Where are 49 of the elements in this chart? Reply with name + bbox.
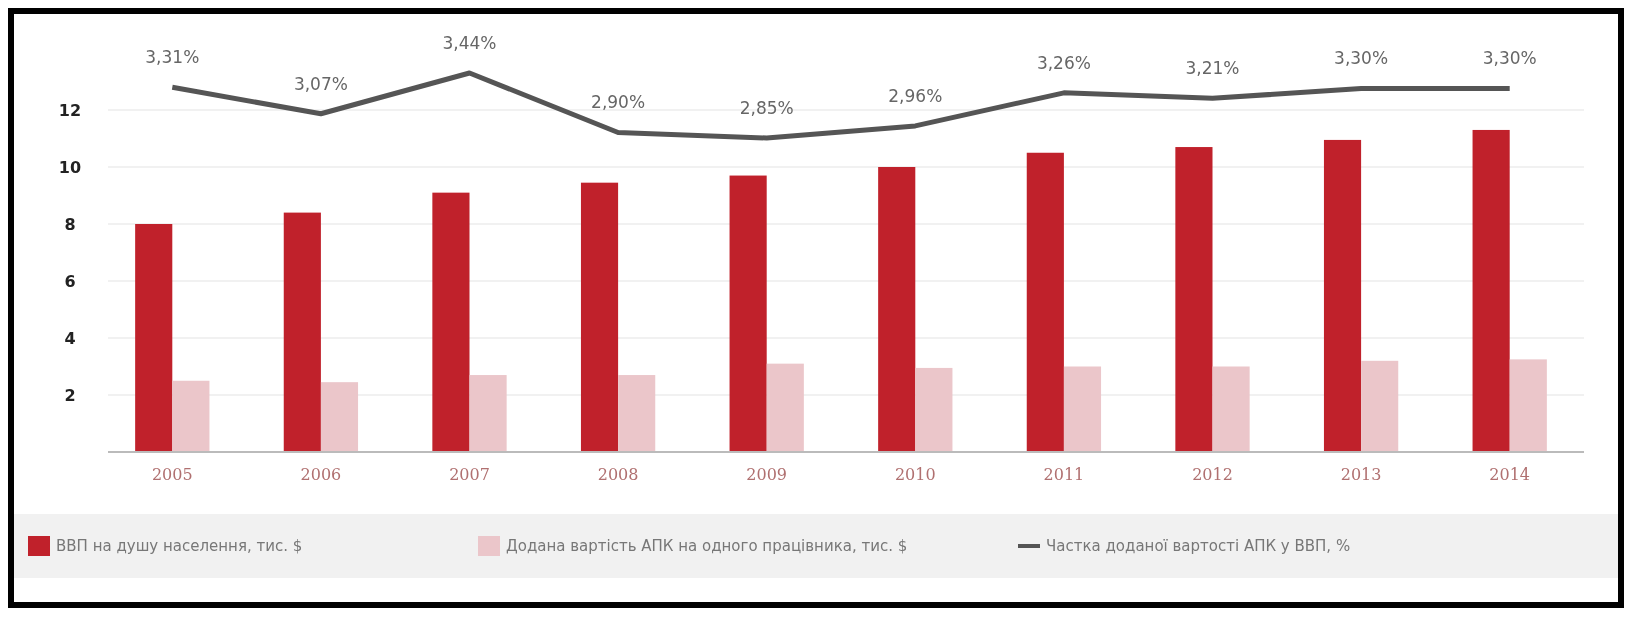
data-label: 3,30% [1334, 48, 1389, 69]
bar [1509, 359, 1547, 452]
bar [1323, 139, 1362, 452]
bar [915, 367, 953, 452]
bar [172, 380, 210, 452]
y-tick-label: 4 [64, 328, 76, 348]
bar [432, 192, 470, 452]
bar [618, 375, 656, 452]
x-tick-label: 2014 [1489, 465, 1531, 484]
y-tick-label: 2 [64, 385, 76, 405]
legend-label: Додана вартість АПК на одного працівника, тис. $ [506, 537, 908, 556]
data-label: 3,21% [1185, 58, 1240, 79]
x-tick-label: 2012 [1192, 465, 1233, 484]
y-tick-label: 12 [58, 100, 82, 120]
data-label: 3,26% [1036, 52, 1091, 73]
bar [135, 224, 173, 452]
x-tick-label: 2011 [1043, 465, 1085, 484]
bar [1212, 366, 1250, 452]
bar [320, 382, 359, 452]
y-tick-label: 10 [58, 157, 82, 177]
legend-label: ВВП на душу населення, тис. $ [56, 537, 303, 556]
bar [878, 167, 916, 452]
x-tick-label: 2010 [894, 465, 936, 484]
data-label: 3,44% [442, 33, 497, 53]
bar [729, 175, 767, 452]
bar [283, 212, 321, 452]
bar [1063, 366, 1102, 452]
bar [469, 375, 507, 452]
x-tick-label: 2013 [1340, 465, 1382, 484]
x-tick-label: 2006 [300, 465, 342, 484]
x-tick-label: 2008 [597, 465, 639, 484]
data-label: 2,96% [888, 85, 943, 106]
bar [1472, 129, 1510, 452]
x-tick-label: 2009 [746, 465, 788, 484]
data-label: 3,07% [293, 73, 348, 94]
x-tick-label: 2005 [151, 465, 193, 484]
y-tick-label: 6 [64, 271, 76, 291]
bar [1175, 147, 1213, 452]
bar [580, 182, 619, 452]
data-label: 2,85% [739, 98, 794, 118]
x-tick-label: 2007 [449, 465, 490, 484]
legend-label: Частка доданої вартості АПК у ВВП, % [1046, 537, 1351, 556]
data-label: 2,90% [591, 92, 646, 113]
bar [766, 363, 804, 452]
data-label: 3,31% [145, 47, 200, 68]
data-label: 3,30% [1482, 48, 1537, 69]
y-tick-label: 8 [64, 214, 76, 234]
bar [1026, 152, 1064, 452]
bar [1361, 360, 1399, 452]
